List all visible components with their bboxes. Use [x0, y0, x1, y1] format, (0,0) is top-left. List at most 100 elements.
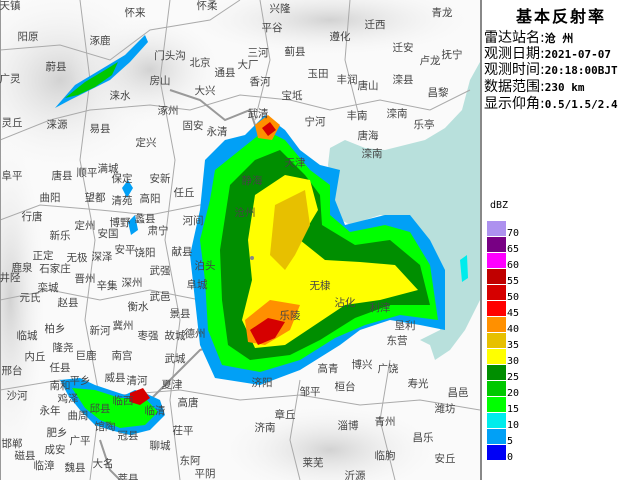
legend-label-10: 10 [507, 420, 520, 431]
city-label: 沾化 [335, 296, 356, 309]
city-label: 大兴 [195, 84, 216, 97]
city-label: 临西 [113, 394, 134, 407]
city-label: 遵化 [330, 30, 351, 43]
city-label: 通县 [215, 67, 236, 79]
range-row: 数据范围:230 km [484, 79, 584, 96]
city-label: 新乐 [50, 229, 71, 242]
legend-swatch-30 [487, 349, 506, 364]
city-label: 怀来 [125, 7, 146, 19]
product-title: 基本反射率 [515, 7, 606, 26]
city-label: 高唐 [178, 396, 199, 409]
city-label: 阜城 [187, 278, 208, 291]
legend-label-55: 55 [507, 276, 520, 287]
city-label: 丰南 [347, 109, 368, 122]
city-label: 桓台 [335, 380, 356, 393]
city-label: 安平 [115, 243, 136, 256]
city-label: 垦利 [395, 320, 416, 332]
time-value: 20:18:00BJT [544, 64, 618, 77]
city-label: 内丘 [25, 350, 46, 363]
city-label: 武强 [150, 264, 171, 277]
city-label: 肃宁 [148, 224, 169, 237]
city-label: 夏津 [162, 379, 183, 391]
city-label: 巨鹿 [76, 349, 97, 362]
city-label: 枣强 [138, 330, 159, 342]
city-label: 聊城 [150, 439, 171, 452]
city-label: 沙河 [7, 390, 28, 402]
city-label: 莘县 [118, 472, 139, 480]
city-label: 怀柔 [197, 0, 218, 12]
elevation-value: 0.5/1.5/2.4 [544, 98, 618, 111]
city-label: 玉田 [308, 68, 329, 80]
city-label: 博野 [110, 216, 131, 229]
city-label: 固安 [183, 119, 204, 132]
date-row: 观测日期:2021-07-07 [484, 46, 611, 63]
city-label: 迁西 [365, 19, 386, 31]
station-row: 雷达站名:沧 州 [484, 30, 573, 47]
city-label: 无棣 [310, 279, 331, 292]
city-label: 临城 [17, 329, 38, 342]
bohai-sea [328, 62, 480, 480]
legend-label-40: 40 [507, 324, 520, 335]
city-label: 行唐 [22, 210, 43, 223]
city-label: 迁安 [393, 41, 414, 54]
city-label: 昌邑 [448, 387, 469, 399]
city-label: 涿州 [158, 105, 179, 117]
city-label: 顺平 [77, 167, 98, 179]
city-label: 安新 [150, 172, 171, 185]
city-label: 天津 [285, 157, 306, 169]
legend-label-35: 35 [507, 340, 520, 351]
city-label: 房山 [150, 74, 171, 87]
city-label: 清河 [127, 374, 148, 387]
elevation-label: 显示仰角: [484, 96, 545, 112]
city-label: 景县 [170, 308, 191, 320]
range-value: 230 km [544, 81, 585, 94]
legend-swatch-45 [487, 301, 506, 316]
city-label: 南宫 [112, 349, 133, 362]
city-label: 青州 [375, 415, 396, 428]
city-label: 广饶 [378, 362, 399, 375]
city-label: 邱县 [90, 402, 111, 415]
legend-label-65: 65 [507, 244, 520, 255]
city-label: 高青 [318, 362, 339, 375]
radar-site-marker [250, 256, 254, 260]
echo-cell-baoding [122, 180, 133, 198]
city-label: 滦南 [387, 107, 408, 120]
city-label: 平阴 [195, 468, 216, 480]
echo-50dbz [250, 318, 285, 345]
city-label: 任县 [50, 361, 71, 374]
city-label: 广平 [70, 435, 91, 447]
city-label: 宝坻 [282, 89, 303, 102]
legend-swatch-60 [487, 253, 506, 268]
city-label: 东营 [387, 334, 408, 347]
city-label: 宁河 [305, 115, 326, 128]
info-panel: 基本反射率 雷达站名:沧 州 观测日期:2021-07-07 观测时间:20:1… [480, 0, 640, 480]
city-label: 唐县 [52, 169, 73, 182]
city-label: 定兴 [136, 136, 157, 149]
legend-swatch-20 [487, 381, 506, 396]
city-label: 阳原 [18, 31, 39, 43]
echo-35dbz-north [270, 190, 310, 270]
city-label: 临清 [145, 404, 166, 417]
city-label: 成安 [45, 443, 66, 456]
city-label: 青龙 [432, 6, 453, 19]
city-label: 深泽 [92, 251, 113, 263]
city-label: 博兴 [352, 358, 373, 371]
city-label: 淄博 [338, 419, 359, 432]
legend-label-30: 30 [507, 356, 520, 367]
legend-label-60: 60 [507, 260, 520, 271]
legend-label-50: 50 [507, 292, 520, 303]
city-label: 茌平 [173, 425, 194, 437]
city-label: 河间 [183, 214, 204, 227]
city-label: 威县 [105, 371, 126, 384]
city-label: 永清 [207, 125, 228, 138]
city-label: 德州 [185, 327, 206, 340]
city-label: 井陉 [0, 271, 21, 284]
city-label: 涞源 [47, 118, 68, 131]
city-label: 南和 [50, 379, 71, 392]
city-label: 辛集 [97, 279, 118, 292]
legend-swatch-15 [487, 397, 506, 412]
city-label: 兴隆 [270, 2, 291, 15]
city-label: 石家庄 [39, 262, 71, 275]
city-label: 乐陵 [280, 310, 301, 322]
